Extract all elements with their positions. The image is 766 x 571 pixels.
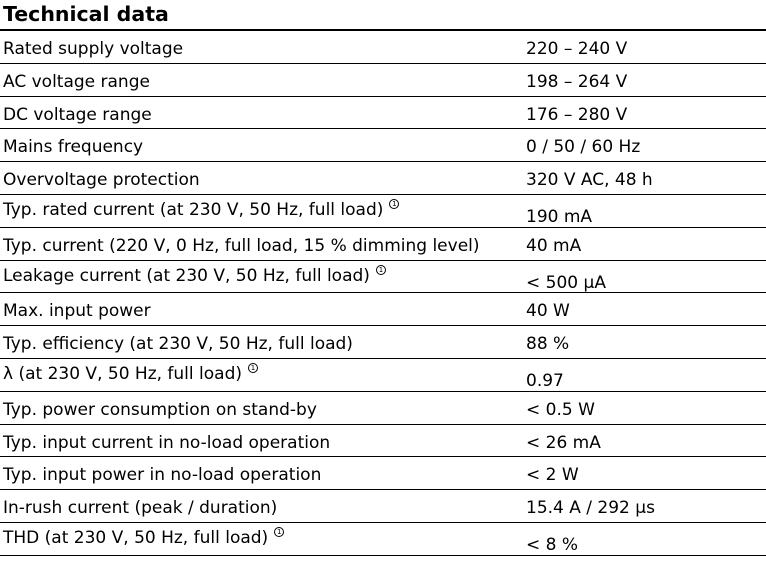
table-row: THD (at 230 V, 50 Hz, full load) 1 < 8 % xyxy=(0,523,766,556)
parameter-label: DC voltage range xyxy=(3,105,152,125)
parameter-value: < 500 µA xyxy=(526,272,606,293)
parameter-label-text: Max. input power xyxy=(3,301,151,322)
parameter-label-text: Rated supply voltage xyxy=(3,39,184,59)
parameter-value: 190 mA xyxy=(526,206,593,227)
parameter-value: 176 – 280 V xyxy=(526,104,628,125)
parameter-label-text: Typ. rated current (at 230 V, 50 Hz, ful… xyxy=(3,199,384,220)
parameter-label: AC voltage range xyxy=(3,72,150,92)
parameter-label: Max. input power xyxy=(3,301,151,321)
table-row: In-rush current (peak / duration) 15.4 A … xyxy=(0,490,766,523)
parameter-label: Typ. rated current (at 230 V, 50 Hz, ful… xyxy=(3,198,400,220)
parameter-label-text: In-rush current (peak / duration) xyxy=(3,498,278,519)
parameter-label-text: Typ. power consumption on stand-by xyxy=(3,399,317,420)
parameter-value: 40 W xyxy=(526,301,570,322)
parameter-label-text: THD (at 230 V, 50 Hz, full load) xyxy=(3,527,269,548)
parameter-value: 88 % xyxy=(526,334,570,355)
table-row: Typ. current (220 V, 0 Hz, full load, 15… xyxy=(0,228,766,261)
parameter-value: 198 – 264 V xyxy=(526,71,628,92)
table-row: Mains frequency 0 / 50 / 60 Hz xyxy=(0,129,766,163)
parameter-label-text: Typ. input power in no-load operation xyxy=(3,465,322,486)
table-row: Max. input power 40 W xyxy=(0,293,766,327)
parameter-label-text: DC voltage range xyxy=(3,104,152,125)
parameter-value: < 8 % xyxy=(526,534,579,555)
parameter-label: Typ. input power in no-load operation xyxy=(3,465,321,485)
parameter-label-text: Typ. input current in no-load operation xyxy=(3,432,331,453)
table-row: Typ. input power in no-load operation < 2… xyxy=(0,457,766,491)
footnote-marker-icon: 1 xyxy=(375,264,386,275)
parameter-label: In-rush current (peak / duration) xyxy=(3,498,277,518)
table-row: AC voltage range 198 – 264 V xyxy=(0,64,766,97)
parameter-value: 220 – 240 V xyxy=(526,39,628,59)
parameter-label-text: AC voltage range xyxy=(3,71,150,92)
parameter-label: Typ. current (220 V, 0 Hz, full load, 15… xyxy=(3,236,480,256)
table-row: Leakage current (at 230 V, 50 Hz, full l… xyxy=(0,261,766,294)
table-row: Typ. power consumption on stand-by < 0.5 … xyxy=(0,392,766,425)
parameter-value: < 0.5 W xyxy=(526,399,595,420)
parameter-label: THD (at 230 V, 50 Hz, full load) 1 xyxy=(3,526,285,548)
footnote-marker-icon: 1 xyxy=(389,198,400,209)
section-title: Technical data xyxy=(3,2,169,26)
parameter-label-text: Typ. current (220 V, 0 Hz, full load, 15… xyxy=(3,235,480,256)
parameter-label-text: λ (at 230 V, 50 Hz, full load) xyxy=(3,363,242,384)
parameter-label: λ (at 230 V, 50 Hz, full load) 1 xyxy=(3,362,258,384)
table-row: Overvoltage protection 320 V AC, 48 h xyxy=(0,162,766,195)
parameter-label-text: Typ. efficiency (at 230 V, 50 Hz, full l… xyxy=(3,334,353,355)
parameter-value: < 2 W xyxy=(526,465,579,486)
table-row: Rated supply voltage 220 – 240 V xyxy=(0,31,766,64)
parameter-value: 0 / 50 / 60 Hz xyxy=(526,137,641,158)
parameter-label: Typ. efficiency (at 230 V, 50 Hz, full l… xyxy=(3,334,353,354)
parameter-value: 40 mA xyxy=(526,235,582,256)
parameter-value: 320 V AC, 48 h xyxy=(526,170,653,191)
parameter-label-text: Mains frequency xyxy=(3,137,144,158)
parameter-label: Leakage current (at 230 V, 50 Hz, full l… xyxy=(3,264,386,286)
parameter-label: Overvoltage protection xyxy=(3,170,200,190)
table-row: λ (at 230 V, 50 Hz, full load) 1 0.97 xyxy=(0,359,766,392)
table-row: Typ. efficiency (at 230 V, 50 Hz, full l… xyxy=(0,326,766,359)
parameter-label-text: Leakage current (at 230 V, 50 Hz, full l… xyxy=(3,265,370,286)
parameter-label: Typ. power consumption on stand-by xyxy=(3,400,317,420)
table-row: Typ. input current in no-load operation <… xyxy=(0,425,766,458)
title-divider xyxy=(0,29,766,31)
footnote-marker-icon: 1 xyxy=(248,362,258,373)
table-row: DC voltage range 176 – 280 V xyxy=(0,97,766,130)
parameter-label: Typ. input current in no-load operation xyxy=(3,433,330,453)
parameter-value: 0.97 xyxy=(526,370,564,391)
parameter-label: Mains frequency xyxy=(3,137,143,157)
parameter-label: Rated supply voltage xyxy=(3,39,183,59)
parameter-label-text: Overvoltage protection xyxy=(3,170,200,191)
technical-data-table: Rated supply voltage 220 – 240 V AC voltag… xyxy=(0,31,766,556)
parameter-value: 15.4 A / 292 µs xyxy=(526,498,655,519)
footnote-marker-icon: 1 xyxy=(274,526,285,537)
table-row: Typ. rated current (at 230 V, 50 Hz, ful… xyxy=(0,195,766,228)
parameter-value: < 26 mA xyxy=(526,432,601,453)
